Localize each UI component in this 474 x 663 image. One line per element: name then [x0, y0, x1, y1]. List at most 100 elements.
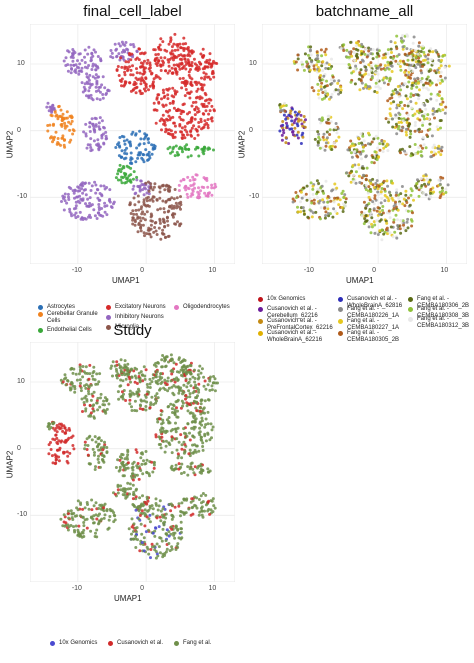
data-point — [178, 115, 182, 119]
data-point — [137, 208, 141, 212]
data-point — [176, 48, 180, 52]
data-point — [109, 49, 113, 52]
data-point — [299, 200, 302, 204]
data-point — [380, 139, 384, 143]
data-point — [125, 164, 129, 168]
data-point — [188, 392, 192, 396]
data-point — [159, 64, 163, 67]
data-point — [120, 181, 124, 185]
data-point — [142, 52, 146, 56]
legend-label: Excitatory Neurons — [115, 304, 166, 310]
data-point — [355, 55, 359, 59]
data-point — [424, 54, 428, 58]
data-point — [161, 199, 165, 203]
data-point — [107, 402, 111, 406]
data-point — [183, 94, 187, 98]
data-point — [388, 107, 392, 111]
data-point — [316, 130, 320, 134]
data-point — [364, 68, 368, 72]
data-point — [361, 145, 365, 149]
data-point — [138, 496, 142, 500]
data-point — [88, 403, 92, 407]
data-point — [182, 471, 186, 474]
data-point — [167, 197, 171, 201]
data-point — [169, 40, 172, 44]
data-point — [182, 497, 186, 501]
data-point — [304, 192, 308, 196]
data-point — [128, 201, 132, 205]
data-point — [401, 34, 405, 37]
data-point — [94, 191, 98, 195]
data-point — [203, 432, 207, 436]
data-point — [309, 45, 313, 49]
data-point — [362, 139, 366, 143]
legend-batchname-all: 10x Genomics Cusanovich et al. - Cerebell… — [258, 296, 474, 348]
data-point — [422, 114, 426, 118]
data-point — [89, 146, 93, 149]
data-point — [323, 148, 327, 152]
data-point — [337, 135, 341, 139]
data-point — [141, 494, 144, 498]
data-point — [154, 394, 157, 398]
data-point — [421, 64, 425, 68]
data-point — [197, 369, 201, 373]
data-point — [210, 499, 214, 503]
data-point — [360, 176, 364, 180]
x-tick-label: -10 — [71, 267, 82, 274]
data-point — [94, 123, 98, 127]
data-point — [208, 438, 212, 442]
data-point — [365, 166, 369, 170]
data-point — [204, 503, 208, 507]
data-point — [103, 409, 107, 413]
data-point — [89, 149, 93, 153]
data-point — [125, 152, 129, 156]
data-point — [54, 130, 58, 134]
data-point — [378, 229, 382, 233]
data-point — [87, 507, 91, 511]
data-point — [329, 67, 332, 70]
data-point — [146, 499, 150, 503]
data-point — [382, 179, 386, 183]
data-point — [182, 36, 186, 40]
data-point — [130, 525, 134, 529]
data-point — [51, 421, 55, 425]
data-point — [102, 142, 106, 146]
data-point — [137, 517, 141, 521]
data-point — [429, 195, 433, 199]
data-point — [323, 216, 327, 220]
data-point — [198, 364, 202, 368]
data-point — [282, 131, 286, 135]
data-point — [317, 132, 321, 136]
data-point — [198, 433, 202, 437]
data-point — [160, 435, 164, 439]
data-point — [158, 43, 162, 47]
data-point — [349, 144, 353, 148]
data-point — [213, 377, 217, 381]
data-point — [210, 183, 214, 187]
data-point — [417, 127, 421, 131]
data-point — [144, 181, 148, 185]
data-point — [132, 503, 136, 507]
data-point — [189, 63, 193, 67]
data-point — [73, 530, 77, 534]
data-point — [137, 200, 141, 204]
data-point — [148, 156, 152, 160]
data-point — [187, 52, 191, 56]
data-point — [326, 118, 330, 121]
chart-title: batchname_all — [315, 3, 414, 20]
legend-label: 10x Genomics — [267, 296, 306, 302]
data-point — [170, 504, 174, 508]
data-point — [334, 122, 338, 125]
data-point — [185, 192, 189, 196]
data-point — [194, 417, 198, 421]
data-point — [90, 438, 94, 442]
data-point — [74, 211, 78, 215]
data-point — [132, 392, 136, 396]
data-point — [142, 536, 146, 540]
data-point — [72, 191, 76, 195]
data-point — [310, 60, 313, 64]
data-point — [376, 206, 380, 210]
data-point — [119, 358, 123, 362]
data-point — [360, 157, 363, 161]
data-point — [182, 54, 186, 58]
